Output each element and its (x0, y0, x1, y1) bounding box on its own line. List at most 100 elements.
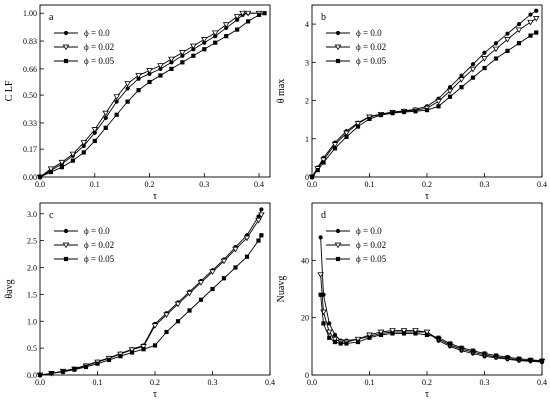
data-point (128, 347, 136, 353)
data-point (168, 56, 175, 63)
data-point (213, 34, 218, 39)
data-point (243, 235, 251, 242)
data-point (180, 60, 185, 65)
data-point (175, 319, 181, 324)
series-line (320, 274, 543, 362)
data-point (320, 309, 327, 316)
data-point (129, 350, 135, 355)
data-point (459, 345, 464, 350)
legend-marker (63, 256, 69, 262)
data-point (92, 130, 97, 135)
data-point (141, 347, 146, 352)
data-point (125, 99, 130, 104)
data-point (482, 50, 487, 55)
series-line (320, 294, 543, 362)
data-point (366, 332, 373, 339)
data-point (505, 31, 510, 36)
y-tick-label: 0 (305, 173, 309, 182)
legend-entry: ϕ = 0.02 (356, 240, 386, 250)
legend-entry: ϕ = 0.05 (84, 56, 115, 66)
data-point (436, 104, 441, 109)
data-point (338, 341, 343, 346)
y-tick-label: 1.0 (27, 317, 37, 326)
data-point (224, 25, 229, 31)
series-2 (37, 233, 264, 378)
data-point (321, 321, 326, 326)
x-tick-label: 0.3 (199, 180, 209, 189)
series-line (311, 10, 537, 178)
x-tick-label: 0.4 (537, 378, 547, 387)
legend-entry: ϕ = 0.02 (84, 240, 114, 250)
data-point (58, 159, 66, 166)
x-tick-label: 0.4 (265, 378, 275, 387)
legend-entry: ϕ = 0.0 (84, 226, 110, 236)
data-point (413, 109, 418, 114)
data-point (222, 22, 230, 28)
data-point (459, 73, 464, 78)
data-point (256, 12, 262, 17)
data-point (389, 328, 396, 334)
data-point (378, 332, 384, 337)
series-line (39, 12, 265, 178)
data-point (211, 30, 219, 37)
y-tick-label: 0 (305, 371, 309, 380)
data-point (92, 138, 97, 144)
x-tick-label: 0.0 (307, 378, 317, 387)
data-point (103, 125, 108, 130)
data-point (169, 66, 174, 71)
data-point (516, 356, 522, 361)
legend-marker (62, 242, 70, 249)
data-point (532, 16, 540, 22)
x-tick-label: 0.2 (422, 378, 432, 387)
data-point (202, 47, 207, 52)
series-1 (317, 272, 546, 365)
plot-frame (311, 4, 543, 178)
data-point (152, 343, 158, 348)
x-tick-label: 0.0 (35, 378, 45, 387)
x-tick-label: 0.0 (307, 180, 317, 189)
panel-a: 0.0 0.1 0.2 0.3 0.4 0.00 0.17 0.33 0.50 0.66 0.83 1… (4, 4, 271, 202)
data-point (235, 17, 240, 22)
data-point (157, 63, 164, 69)
data-point (233, 265, 238, 270)
x-axis-label: τ (153, 191, 157, 202)
series-0 (37, 207, 264, 378)
y-tick-label: 0.83 (23, 37, 37, 46)
data-point (317, 272, 324, 278)
legend-entry: ϕ = 0.0 (356, 226, 382, 236)
y-tick-label: 2.0 (27, 264, 37, 273)
x-tick-label: 0.2 (422, 180, 432, 189)
data-point (135, 73, 142, 79)
plot-frame (39, 4, 271, 178)
legend-entry: ϕ = 0.05 (356, 254, 387, 264)
y-tick-label: 1.5 (27, 290, 37, 299)
x-axis-label: τ (153, 389, 157, 400)
data-point (470, 62, 476, 67)
data-point (198, 297, 204, 302)
data-point (493, 353, 499, 358)
panel-label: a (49, 12, 54, 23)
series-1 (308, 16, 540, 181)
series-1 (36, 212, 265, 379)
x-tick-label: 0.4 (254, 180, 264, 189)
plot-frame (39, 202, 271, 376)
legend-marker (335, 30, 341, 36)
data-point (83, 364, 89, 370)
series-line (39, 12, 260, 178)
data-point (515, 27, 523, 34)
y-tick-label: 0.00 (23, 173, 37, 182)
data-point (400, 328, 408, 334)
data-point (401, 109, 407, 115)
data-point (355, 339, 361, 345)
data-point (174, 301, 182, 308)
legend: ϕ = 0.0 ϕ = 0.02 ϕ = 0.05 (326, 28, 387, 66)
data-point (209, 269, 216, 276)
series-0 (309, 8, 539, 180)
plot-frame (311, 202, 543, 376)
data-point (163, 312, 170, 319)
series-0 (318, 235, 545, 365)
data-point (423, 329, 431, 336)
series-line (39, 209, 262, 376)
x-tick-label: 0.3 (208, 378, 218, 387)
